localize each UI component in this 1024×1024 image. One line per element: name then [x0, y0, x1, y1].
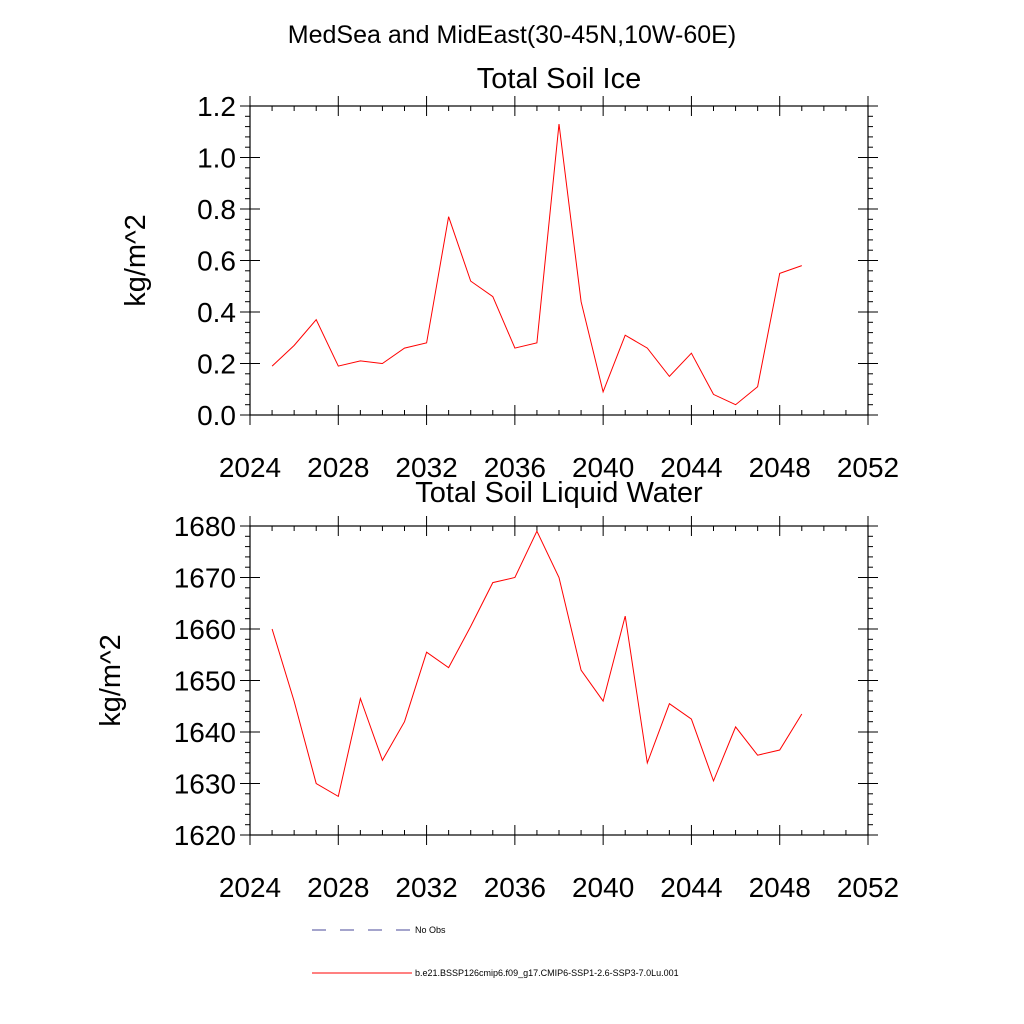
y-tick-label: 1680	[174, 511, 236, 542]
plot-title: Total Soil Ice	[477, 63, 641, 95]
x-tick-label: 2052	[837, 872, 899, 903]
y-tick-label: 0.0	[197, 400, 236, 431]
plot-frame	[249, 105, 869, 416]
y-tick-label: 1640	[174, 717, 236, 748]
legend: No Obs b.e21.BSSP126cmip6.f09_g17.CMIP6-…	[312, 925, 679, 978]
legend-label-no-obs: No Obs	[415, 925, 446, 935]
figure-suptitle: MedSea and MidEast(30-45N,10W-60E)	[288, 21, 736, 49]
x-tick-label: 2028	[307, 872, 369, 903]
x-tick-label: 2036	[484, 452, 546, 483]
x-tick-label: 2032	[395, 872, 457, 903]
x-tick-label: 2028	[307, 452, 369, 483]
legend-label-model-run: b.e21.BSSP126cmip6.f09_g17.CMIP6-SSP1-2.…	[415, 968, 679, 978]
y-tick-label: 1650	[174, 666, 236, 697]
y-tick-label: 0.6	[197, 246, 236, 277]
x-tick-label: 2032	[395, 452, 457, 483]
plot-title: Total Soil Liquid Water	[415, 477, 703, 509]
series-line	[271, 123, 802, 406]
y-tick-label: 1660	[174, 614, 236, 645]
x-tick-label: 2052	[837, 452, 899, 483]
soil-liquid-water-panel: Total Soil Liquid Water 2024 2028 2032 2036 2…	[95, 477, 899, 903]
y-tick-label: 1630	[174, 769, 236, 800]
y-axis-label: kg/m^2	[95, 634, 127, 727]
x-tick-label: 2044	[660, 872, 722, 903]
y-tick-label: 0.8	[197, 194, 236, 225]
y-tick-label: 1.2	[197, 91, 236, 122]
plot-frame	[249, 525, 869, 836]
y-tick-label: 0.2	[197, 349, 236, 380]
x-tick-label: 2036	[484, 872, 546, 903]
x-tick-label: 2048	[749, 872, 811, 903]
y-tick-label: 1670	[174, 563, 236, 594]
y-tick-label: 1620	[174, 820, 236, 851]
x-tick-label: 2044	[660, 452, 722, 483]
x-tick-label: 2048	[749, 452, 811, 483]
soil-ice-panel: Total Soil Ice 2024 2028 2032 2036 2040 2044 20…	[120, 63, 899, 483]
x-tick-label: 2024	[219, 452, 281, 483]
y-tick-label: 1.0	[197, 143, 236, 174]
x-tick-label: 2040	[572, 872, 634, 903]
x-tick-label: 2040	[572, 452, 634, 483]
series-line	[271, 530, 803, 798]
y-axis-label: kg/m^2	[120, 214, 152, 307]
y-tick-label: 0.4	[197, 297, 236, 328]
x-tick-label: 2024	[219, 872, 281, 903]
